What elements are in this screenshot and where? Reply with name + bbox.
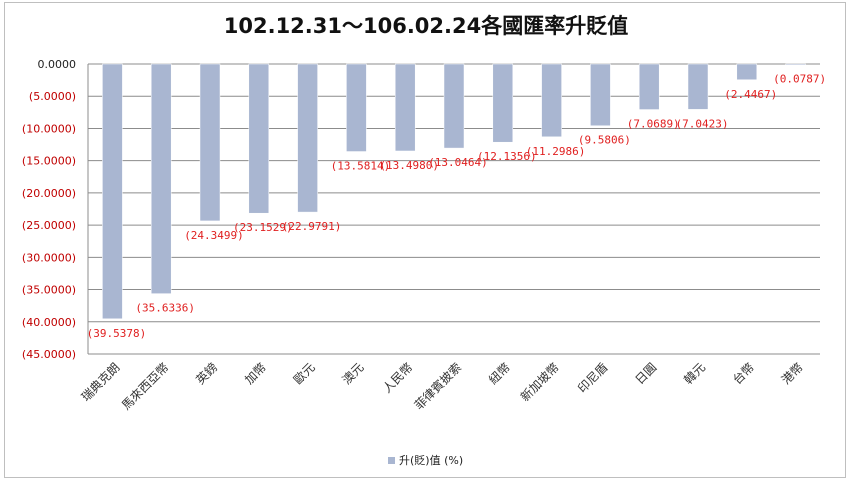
category-label: 澳元	[340, 360, 367, 387]
y-tick-label: (10.0000)	[22, 122, 76, 135]
bar	[541, 63, 562, 138]
category-label: 歐元	[290, 360, 318, 388]
category-label: 新加坡幣	[517, 360, 562, 405]
category-label: 台幣	[729, 360, 757, 388]
category-label: 馬來西亞幣	[119, 360, 171, 412]
category-label: 韓元	[681, 360, 708, 387]
legend-swatch	[388, 456, 395, 464]
y-tick-label: 0.0000	[38, 58, 77, 71]
y-tick-label: (15.0000)	[22, 155, 76, 168]
data-label: (11.2986)	[526, 145, 586, 158]
data-label: (24.3499)	[184, 229, 244, 242]
bar	[638, 63, 660, 110]
bar	[443, 63, 465, 149]
bar	[785, 63, 806, 66]
category-label: 港幣	[779, 360, 806, 387]
category-label: 日圓	[632, 360, 659, 387]
y-tick-label: (35.0000)	[22, 284, 76, 297]
bar	[297, 63, 318, 213]
data-label: (7.0689)	[627, 118, 680, 131]
category-label: 紐幣	[486, 360, 513, 387]
y-tick-label: (45.0000)	[22, 348, 76, 361]
bar	[102, 63, 123, 320]
data-label: (13.0464)	[428, 156, 488, 169]
bar	[150, 63, 172, 294]
category-label: 菲律賓披索	[411, 360, 464, 413]
data-label: (0.0787)	[773, 73, 826, 86]
bar	[736, 63, 758, 81]
bar	[687, 63, 709, 110]
category-label: 英鎊	[193, 360, 221, 388]
bar	[590, 63, 611, 126]
chart-title: 102.12.31～106.02.24各國匯率升貶值	[223, 14, 629, 38]
data-label: (9.5806)	[578, 134, 631, 147]
bar	[346, 63, 367, 152]
legend-label: 升(貶)值 (%)	[399, 454, 464, 467]
data-label: (12.1356)	[477, 150, 537, 163]
y-tick-label: (25.0000)	[22, 219, 76, 232]
data-label: (35.6336)	[135, 302, 195, 315]
y-tick-label: (5.0000)	[29, 90, 76, 103]
bar	[394, 63, 416, 152]
data-label: (39.5378)	[87, 327, 147, 340]
data-label: (22.9791)	[282, 220, 342, 233]
data-label: (7.0423)	[676, 117, 729, 130]
data-label: (2.4467)	[724, 88, 777, 101]
bar	[492, 63, 514, 143]
category-label: 人民幣	[380, 360, 415, 395]
category-label: 加幣	[242, 360, 269, 387]
data-label: (23.1529)	[233, 221, 293, 234]
data-label: (13.4980)	[379, 159, 439, 172]
data-label: (13.5814)	[331, 160, 391, 173]
bar	[199, 63, 221, 222]
y-tick-label: (20.0000)	[22, 187, 76, 200]
y-tick-label: (40.0000)	[22, 316, 76, 329]
y-tick-label: (30.0000)	[22, 251, 76, 264]
bar	[248, 63, 270, 214]
chart-legend: 升(貶)值 (%)	[388, 452, 463, 468]
category-label: 印尼盾	[575, 360, 610, 395]
category-label: 瑞典克朗	[79, 360, 123, 404]
